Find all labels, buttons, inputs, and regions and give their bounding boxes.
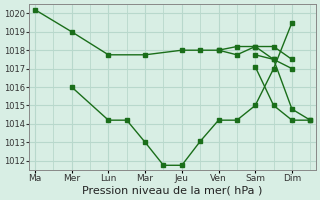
X-axis label: Pression niveau de la mer( hPa ): Pression niveau de la mer( hPa ): [83, 186, 263, 196]
